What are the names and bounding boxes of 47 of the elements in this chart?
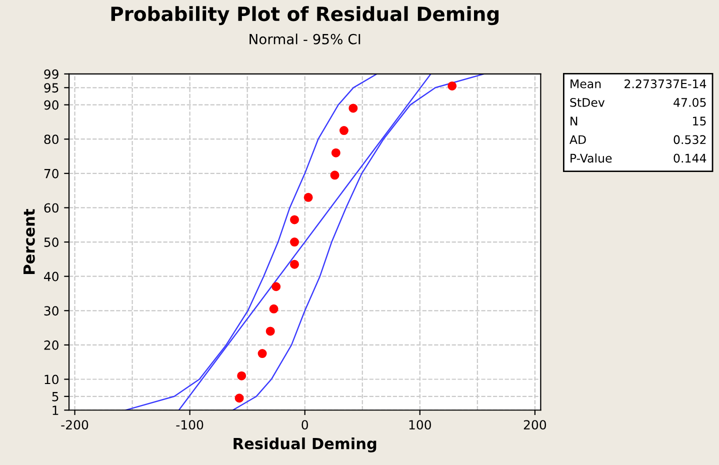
y-tick-label: 30: [44, 306, 58, 316]
point: [290, 215, 299, 224]
y-tick-label: 80: [44, 134, 58, 144]
point: [237, 371, 246, 380]
y-tick-label: 5: [52, 392, 58, 402]
point: [304, 192, 313, 202]
y-tick-label: 50: [44, 238, 58, 247]
x-tick-label: -100: [176, 420, 204, 430]
y-tick-label: 70: [44, 168, 58, 178]
x-tick-label: 0: [302, 420, 308, 430]
text: P-Value: [570, 154, 612, 163]
text: 15: [693, 116, 706, 126]
point: [290, 260, 299, 269]
y-tick-label: 90: [44, 100, 58, 110]
point: [269, 304, 278, 314]
x-tick-label: 100: [409, 420, 431, 430]
point: [290, 238, 299, 247]
y-tick-label: 60: [44, 203, 58, 213]
text: AD: [570, 135, 586, 144]
text: 0.144: [674, 154, 706, 163]
x-tick-label: -200: [61, 420, 88, 430]
point: [331, 148, 340, 158]
y-tick-label: 99: [44, 69, 58, 79]
y-tick-label: 20: [44, 340, 58, 350]
point: [272, 282, 281, 292]
text: 2.273737E-14: [624, 79, 706, 88]
y-axis-title: Percent: [24, 209, 35, 274]
y-tick-label: 95: [44, 83, 58, 93]
chart-title: Probability Plot of Residual Deming: [111, 6, 498, 26]
x-axis-title: Residual Deming: [234, 438, 376, 452]
text: StDev: [570, 98, 605, 107]
point: [448, 81, 457, 90]
point: [266, 326, 275, 336]
text: 47.05: [674, 98, 706, 107]
point: [234, 394, 244, 403]
y-tick-label: 10: [44, 374, 58, 384]
chart-subtitle: Normal - 95% CI: [250, 34, 360, 44]
point: [258, 349, 267, 358]
point: [330, 170, 340, 180]
text: Mean: [570, 80, 601, 88]
point: [348, 104, 358, 113]
x-tick-label: 200: [524, 420, 546, 430]
point: [339, 126, 348, 136]
text: 0.532: [674, 135, 706, 144]
y-tick-label: 40: [44, 272, 58, 282]
y-tick-label: 1: [52, 406, 58, 415]
text: N: [570, 116, 578, 126]
